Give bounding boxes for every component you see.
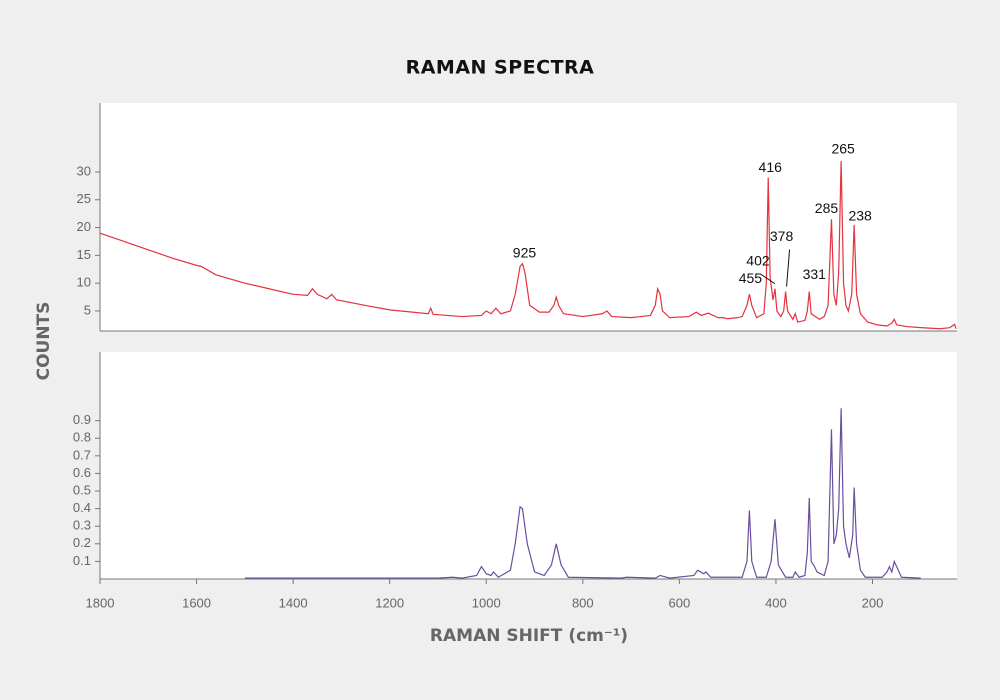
y-tick-label: 20	[77, 219, 91, 234]
spectrum-line	[99, 160, 957, 330]
y-tick-label: 0.5	[73, 482, 91, 497]
y-tick-label: 30	[77, 163, 91, 178]
y-tick-label: 0.2	[73, 535, 91, 550]
peak-label: 455	[739, 270, 763, 286]
chart-title: RAMAN SPECTRA	[406, 57, 595, 79]
spectrum-line	[244, 408, 921, 579]
x-tick-label: 1200	[375, 595, 404, 610]
peak-label: 331	[803, 266, 827, 282]
peak-label: 402	[746, 252, 770, 268]
leader-line	[759, 273, 776, 285]
x-tick-label: 1000	[472, 595, 501, 610]
x-tick-label: 200	[862, 595, 884, 610]
peak-label: 925	[513, 244, 537, 260]
plot-area	[100, 352, 957, 579]
peak-label: 265	[831, 141, 855, 157]
x-tick-label: 1800	[86, 595, 115, 610]
y-tick-label: 15	[77, 247, 91, 262]
x-tick-label: 800	[572, 595, 594, 610]
x-tick-label: 1400	[279, 595, 308, 610]
y-tick-label: 10	[77, 275, 91, 290]
peak-label: 285	[815, 200, 839, 216]
peak-label: 378	[770, 228, 794, 244]
y-tick-label: 0.7	[73, 447, 91, 462]
y-tick-label: 0.3	[73, 518, 91, 533]
y-tick-label: 25	[77, 191, 91, 206]
y-axis-label: COUNTS	[34, 302, 54, 381]
x-tick-label: 1600	[182, 595, 211, 610]
peak-label: 416	[759, 159, 783, 175]
y-tick-label: 0.4	[73, 500, 91, 515]
leader-line	[786, 249, 791, 287]
x-axis-label: RAMAN SHIFT (cm⁻¹)	[430, 626, 628, 646]
y-tick-label: 0.9	[73, 412, 91, 427]
x-tick-label: 400	[765, 595, 787, 610]
y-tick-label: 0.6	[73, 465, 91, 480]
peak-label: 238	[848, 207, 872, 223]
y-tick-label: 0.1	[73, 553, 91, 568]
x-tick-label: 600	[669, 595, 691, 610]
y-tick-label: 5	[84, 302, 91, 317]
y-tick-label: 0.8	[73, 430, 91, 445]
